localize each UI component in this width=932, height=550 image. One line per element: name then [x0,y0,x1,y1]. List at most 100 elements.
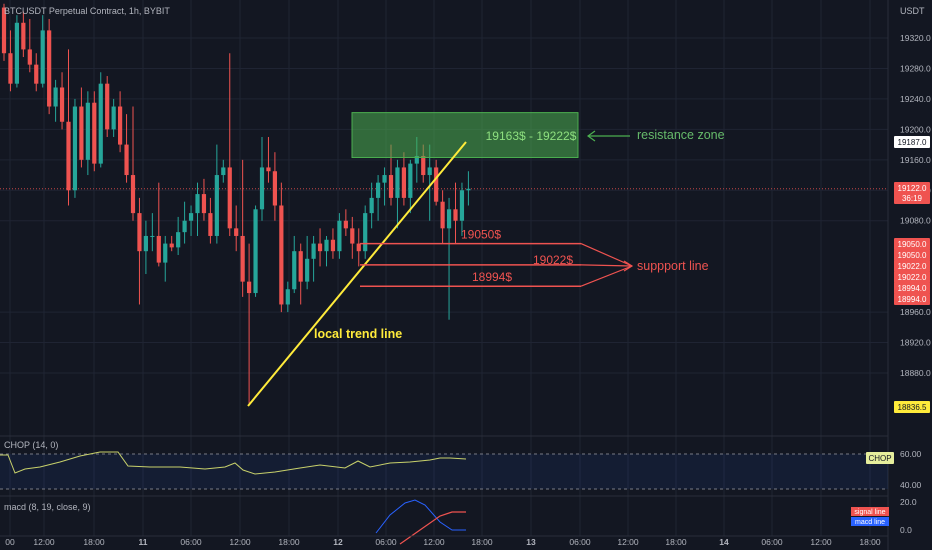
local-trend-line[interactable] [247,141,467,407]
candle[interactable] [8,30,13,92]
support-lines[interactable]: 19050$ 19022$ 18994$ [360,228,634,287]
candle[interactable] [182,201,187,244]
candle[interactable] [330,228,336,259]
candle[interactable] [285,281,290,313]
time-tick: 18:00 [859,537,881,547]
macd-line[interactable] [375,499,466,534]
candle[interactable] [337,213,342,259]
candle-body [85,102,90,160]
candle[interactable] [156,182,161,267]
candle[interactable] [259,136,265,221]
candle[interactable] [221,159,226,183]
candle[interactable] [356,228,361,267]
support-price-badge-bg [894,282,930,294]
candle[interactable] [234,205,239,252]
time-tick: 00 [5,537,15,547]
time-tick: 12:00 [33,537,55,547]
candle[interactable] [188,205,194,236]
candle[interactable] [466,171,471,206]
candle[interactable] [266,136,271,183]
candle[interactable] [401,152,406,206]
candle[interactable] [105,76,110,137]
candle[interactable] [137,197,142,305]
candle[interactable] [59,72,65,130]
candle[interactable] [1,3,7,61]
candle-body [156,235,161,263]
time-tick: 18:00 [83,537,105,547]
signal-line[interactable] [399,511,466,545]
candle[interactable] [195,182,200,236]
candle[interactable] [143,220,148,275]
candle[interactable] [176,216,181,255]
candle[interactable] [98,72,103,168]
candle[interactable] [350,216,355,259]
candle-body [453,209,458,221]
candle[interactable] [369,182,374,229]
candle[interactable] [440,190,445,244]
time-tick: 11 [139,537,148,547]
candle[interactable] [14,15,19,88]
candle[interactable] [21,11,26,58]
candle-body [195,194,200,214]
candle[interactable] [311,235,316,282]
candle[interactable] [240,159,245,297]
candle[interactable] [317,228,323,267]
candle[interactable] [279,182,284,313]
candle[interactable] [72,98,78,198]
candle[interactable] [111,98,116,137]
candle[interactable] [53,79,58,122]
candle[interactable] [408,159,413,214]
candle-body [240,235,245,282]
candle[interactable] [292,235,297,294]
candle[interactable] [459,182,465,236]
candle[interactable] [298,243,303,305]
candle[interactable] [150,213,155,252]
candle[interactable] [453,182,458,244]
support-callout: suppport line [637,259,709,273]
candle-body [292,251,297,290]
chop-line[interactable] [0,451,467,475]
candle[interactable] [79,87,84,168]
candle[interactable] [92,91,97,172]
candle[interactable] [272,152,277,221]
candle[interactable] [85,91,90,176]
time-tick: 18:00 [278,537,300,547]
candle[interactable] [208,197,213,244]
candle-body [124,144,129,176]
candle-body [40,30,45,84]
chop-tick: 40.00 [900,480,922,490]
candle-body [446,209,452,229]
candle[interactable] [40,15,45,88]
candle[interactable] [27,18,32,73]
resistance-zone[interactable] [351,112,579,159]
candle[interactable] [253,205,258,297]
candle[interactable] [227,53,232,236]
candle[interactable] [324,235,329,267]
candle[interactable] [118,91,123,153]
candle[interactable] [376,175,381,221]
candle[interactable] [214,144,219,244]
candle[interactable] [66,49,71,206]
candle[interactable] [130,106,136,221]
candle[interactable] [247,243,252,404]
candle-body [143,235,148,252]
candle[interactable] [169,235,174,252]
high-price-badge-bg [894,136,930,148]
candle[interactable] [343,209,348,236]
candle[interactable] [446,197,452,320]
low-price-badge-bg [894,401,930,413]
candle[interactable] [305,235,310,290]
candle[interactable] [382,167,387,206]
candle[interactable] [363,205,368,259]
candle[interactable] [124,114,129,183]
candle[interactable] [47,18,52,115]
candle-body [259,167,265,210]
candle[interactable] [201,178,207,221]
time-tick: 06:00 [180,537,202,547]
candle[interactable] [434,159,439,206]
candle[interactable] [34,53,39,92]
candle-body [285,289,290,305]
candle[interactable] [163,235,168,282]
candle[interactable] [395,159,400,229]
